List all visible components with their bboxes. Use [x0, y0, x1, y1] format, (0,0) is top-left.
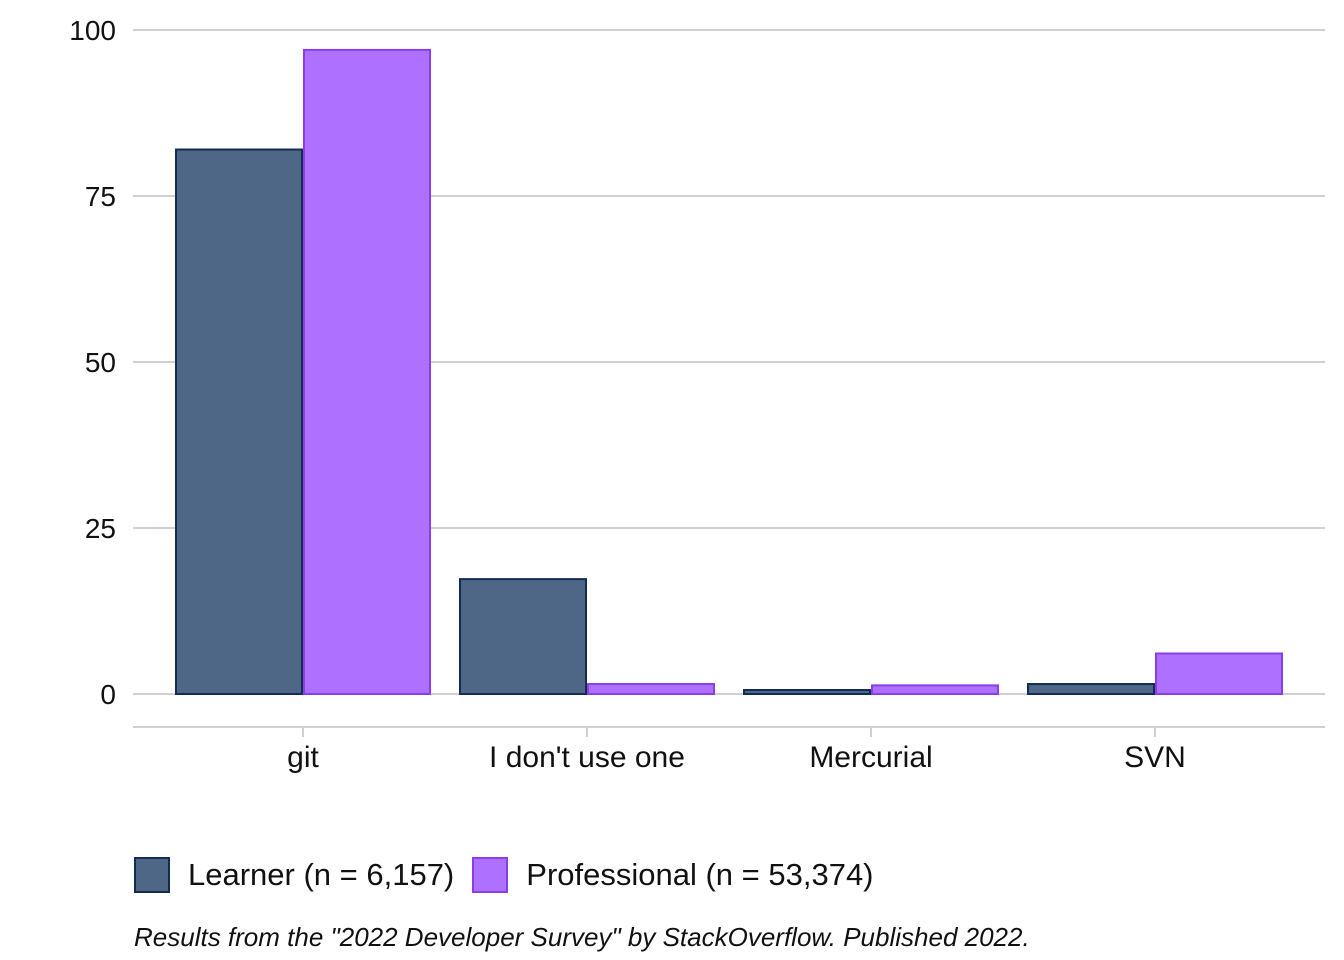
- legend-label-learner: Learner (n = 6,157): [188, 857, 455, 892]
- bar-professional-1: [587, 683, 715, 695]
- y-axis-ticks: 0 25 50 75 100: [69, 15, 116, 710]
- y-tick-label: 75: [85, 181, 116, 212]
- bar-professional-0: [303, 48, 431, 696]
- legend-label-professional: Professional (n = 53,374): [526, 857, 874, 892]
- x-tick-label: I don't use one: [489, 741, 685, 774]
- bar-professional-3: [1155, 652, 1283, 695]
- x-tick-label: Mercurial: [809, 741, 932, 774]
- y-tick-label: 50: [85, 347, 116, 378]
- bar-professional-2: [871, 684, 999, 695]
- bars: [175, 48, 1283, 696]
- bar-learner-0: [175, 148, 303, 695]
- chart-caption: Results from the "2022 Developer Survey"…: [134, 922, 1030, 952]
- legend-swatch-professional: [472, 857, 509, 893]
- x-axis: git I don't use one Mercurial SVN: [133, 726, 1325, 774]
- x-tick-label: SVN: [1124, 741, 1186, 774]
- x-tick-label: git: [287, 741, 319, 774]
- legend: Learner (n = 6,157) Professional (n = 53…: [134, 855, 892, 895]
- legend-item-learner: Learner (n = 6,157): [134, 857, 454, 893]
- bar-learner-1: [459, 578, 587, 695]
- y-tick-label: 25: [85, 513, 116, 544]
- y-tick-label: 100: [69, 15, 116, 46]
- legend-swatch-learner: [134, 857, 170, 893]
- bar-learner-3: [1027, 683, 1155, 695]
- legend-item-professional: Professional (n = 53,374): [472, 857, 874, 893]
- bar-learner-2: [743, 689, 871, 695]
- y-tick-label: 0: [100, 679, 116, 710]
